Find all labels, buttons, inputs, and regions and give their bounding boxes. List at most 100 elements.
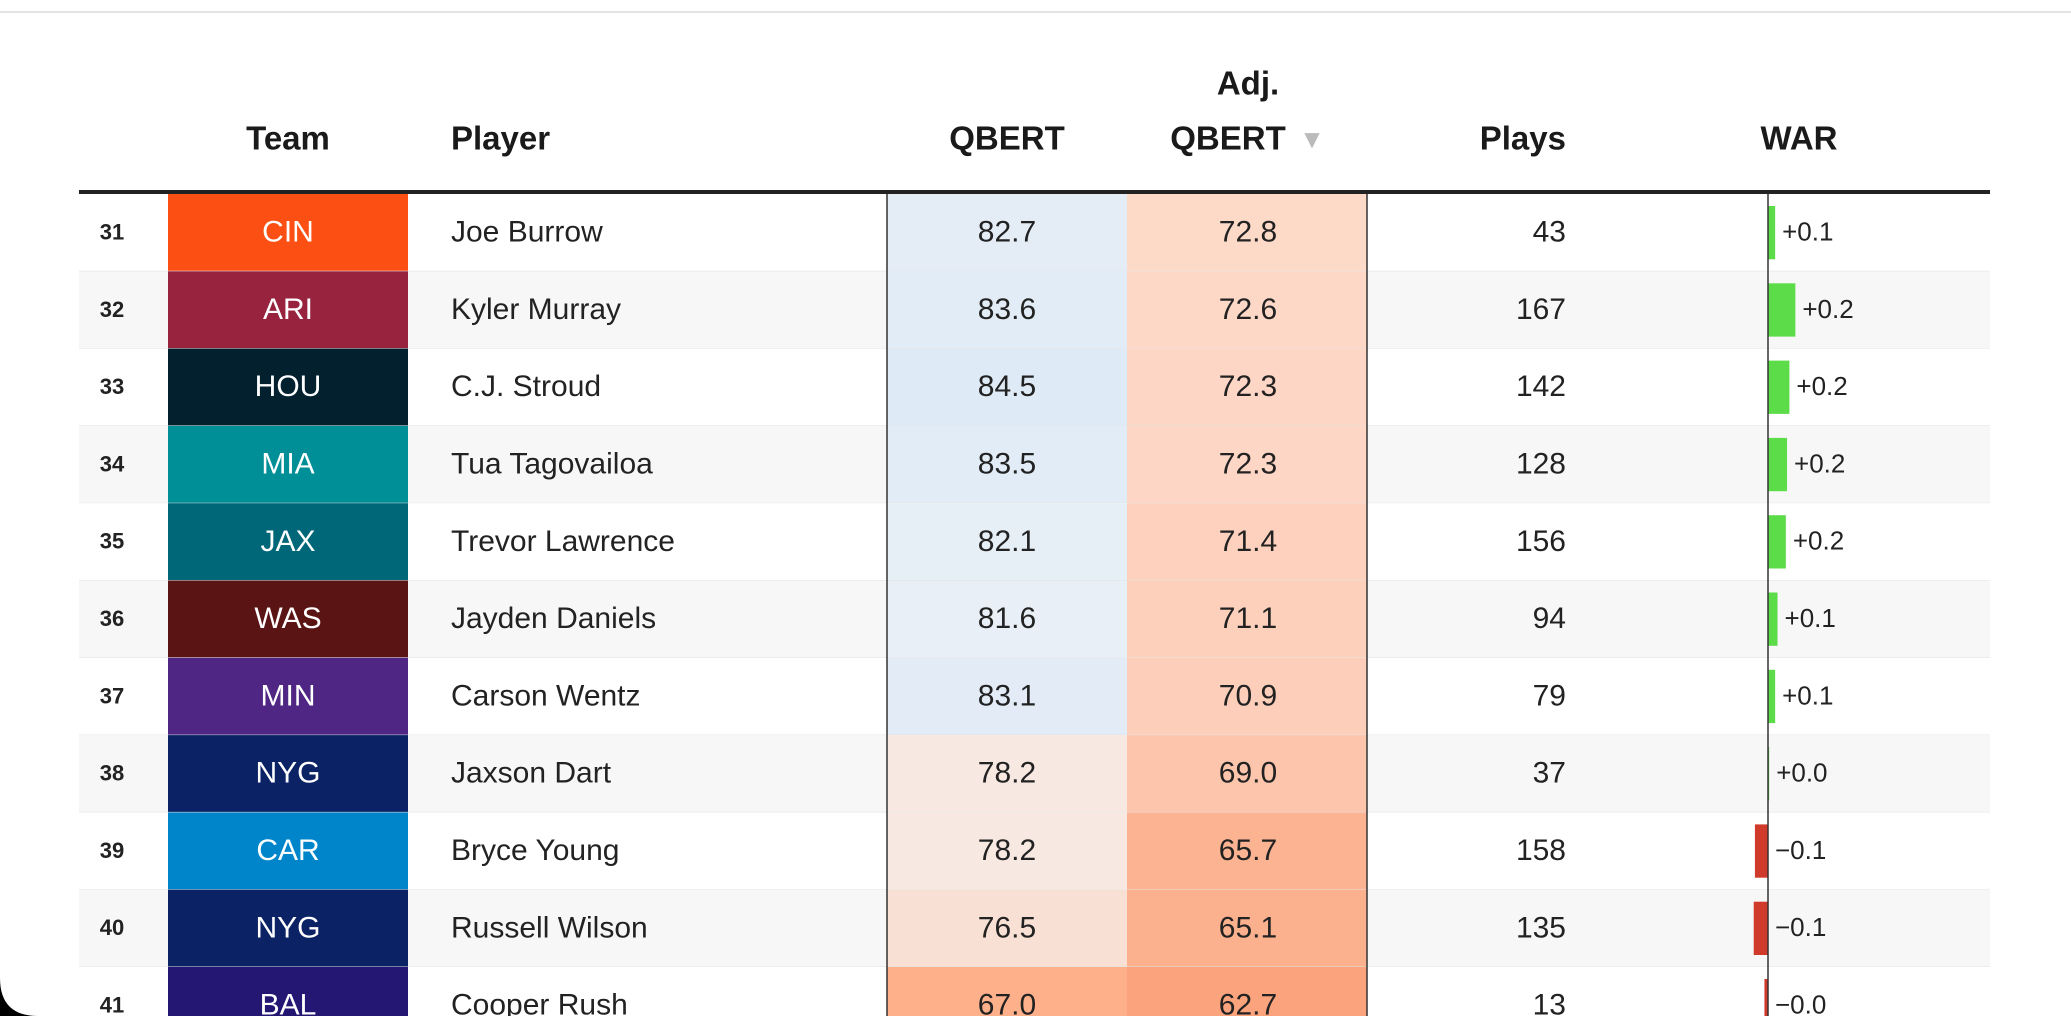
war-bar	[1768, 283, 1796, 337]
table-body: 31 CIN Joe Burrow 82.7 72.8 43 +0.1 32 ARI Kyler …	[79, 194, 1990, 1016]
header-team[interactable]: Team	[246, 120, 330, 157]
rank: 40	[100, 915, 124, 940]
plays: 128	[1516, 447, 1566, 480]
rank: 31	[100, 219, 124, 244]
adj-qbert-cell	[1127, 194, 1367, 272]
adj-qbert: 71.4	[1219, 525, 1277, 558]
war-label: −0.0	[1775, 990, 1826, 1016]
player: Tua Tagovailoa	[451, 447, 653, 480]
qbert: 78.2	[978, 757, 1036, 790]
plays: 167	[1516, 293, 1566, 326]
adj-qbert-cell	[1127, 348, 1367, 426]
rank: 38	[100, 761, 124, 786]
adj-qbert: 62.7	[1219, 989, 1277, 1016]
sort-indicator[interactable]: ▼	[1299, 124, 1325, 154]
team: NYG	[255, 757, 320, 790]
header-plays[interactable]: Plays	[1480, 120, 1566, 157]
war-bar	[1768, 515, 1786, 569]
qbert-cell	[887, 889, 1127, 967]
team-cell	[168, 425, 408, 504]
war-bar	[1768, 206, 1776, 260]
war-bar	[1753, 901, 1768, 955]
plays: 79	[1533, 679, 1566, 712]
qbert-cell	[887, 657, 1127, 736]
adj-qbert: 70.9	[1219, 679, 1277, 712]
team-cell	[168, 812, 408, 890]
rank: 36	[100, 606, 124, 631]
qbert: 83.1	[978, 679, 1036, 712]
plays: 158	[1516, 834, 1566, 867]
war-bar	[1768, 360, 1790, 414]
adj-qbert: 71.1	[1219, 602, 1277, 635]
team-cell	[168, 194, 408, 272]
team: WAS	[254, 602, 321, 635]
qbert-cell	[887, 425, 1127, 504]
war-label: +0.0	[1776, 758, 1827, 788]
player: Trevor Lawrence	[451, 525, 675, 558]
player: Carson Wentz	[451, 679, 641, 712]
rank: 33	[100, 374, 124, 399]
adj-qbert: 72.6	[1219, 293, 1277, 326]
team: BAL	[260, 989, 317, 1016]
team-cell	[168, 580, 408, 658]
qbert: 83.5	[978, 447, 1036, 480]
qbert: 76.5	[978, 911, 1036, 944]
team-cell	[168, 503, 408, 581]
war-bar	[1764, 979, 1768, 1016]
qbert: 82.1	[978, 525, 1036, 558]
header-rule	[79, 190, 1990, 194]
team: JAX	[260, 525, 315, 558]
team: NYG	[255, 911, 320, 944]
adj-qbert: 72.3	[1219, 447, 1277, 480]
header-player[interactable]: Player	[451, 120, 550, 157]
war-label: +0.2	[1794, 448, 1845, 478]
war-label: +0.2	[1796, 371, 1847, 401]
rank: 39	[100, 838, 124, 863]
rank: 37	[100, 683, 124, 708]
adj-qbert-cell	[1127, 271, 1367, 349]
header-qbert[interactable]: QBERT	[949, 120, 1065, 157]
war-label: −0.1	[1775, 912, 1826, 942]
team-cell	[168, 348, 408, 426]
adj-qbert-cell	[1127, 657, 1367, 736]
war-bar	[1768, 437, 1788, 492]
qbert-cell	[887, 503, 1127, 581]
plays: 94	[1533, 602, 1566, 635]
war-label: +0.1	[1782, 680, 1833, 710]
plays: 37	[1533, 757, 1566, 790]
header-adj-line2[interactable]: QBERT	[1170, 120, 1286, 157]
rank: 41	[100, 992, 124, 1016]
adj-qbert-cell	[1127, 503, 1367, 581]
header-adj-line1[interactable]: Adj.	[1217, 65, 1279, 102]
adj-qbert-cell	[1127, 425, 1367, 504]
war-label: +0.2	[1802, 294, 1853, 324]
table-header: Team Player QBERT Adj. QBERT ▼ Plays WAR	[79, 65, 1990, 194]
qbert: 81.6	[978, 602, 1036, 635]
player: Bryce Young	[451, 834, 619, 867]
war-bar	[1754, 824, 1768, 878]
qbert: 84.5	[978, 370, 1036, 403]
qbert-cell	[887, 580, 1127, 658]
qbert: 78.2	[978, 834, 1036, 867]
qbert-cell	[887, 271, 1127, 349]
adj-qbert-cell	[1127, 967, 1367, 1016]
rank: 34	[100, 451, 125, 476]
adj-qbert-cell	[1127, 812, 1367, 890]
adj-qbert: 65.1	[1219, 911, 1277, 944]
player: Kyler Murray	[451, 293, 621, 326]
qbert: 82.7	[978, 216, 1036, 249]
qbert-cell	[887, 812, 1127, 890]
player: C.J. Stroud	[451, 370, 601, 403]
team-cell	[168, 271, 408, 349]
player: Joe Burrow	[451, 216, 603, 249]
header-war[interactable]: WAR	[1761, 120, 1838, 157]
war-label: −0.1	[1775, 835, 1826, 865]
qbert: 67.0	[978, 989, 1036, 1016]
war-bar	[1768, 592, 1778, 646]
qbert-cell	[887, 348, 1127, 426]
team-cell	[168, 657, 408, 736]
war-bar	[1768, 669, 1776, 724]
adj-qbert: 65.7	[1219, 834, 1277, 867]
adj-qbert-cell	[1127, 735, 1367, 813]
